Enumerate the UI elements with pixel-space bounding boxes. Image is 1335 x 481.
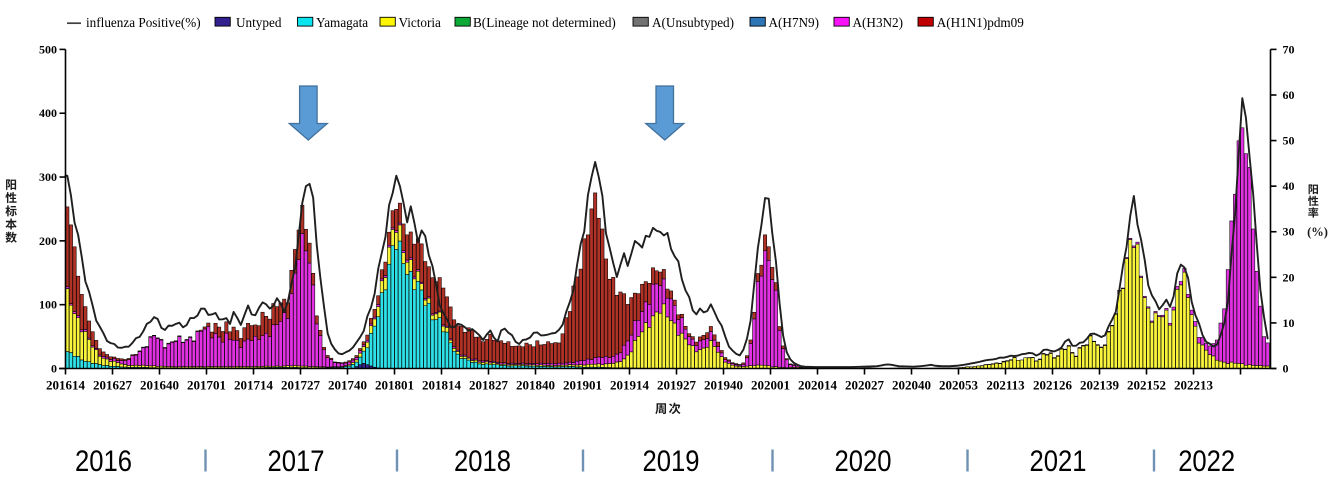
svg-text:B(Lineage not determined): B(Lineage not determined) bbox=[473, 15, 616, 30]
svg-text:2021: 2021 bbox=[1030, 445, 1087, 478]
svg-text:A(Unsubtyped): A(Unsubtyped) bbox=[652, 15, 734, 30]
svg-text:201701: 201701 bbox=[187, 378, 226, 393]
svg-text:202040: 202040 bbox=[892, 378, 931, 393]
svg-text:202014: 202014 bbox=[798, 378, 838, 393]
svg-text:201914: 201914 bbox=[610, 378, 650, 393]
svg-text:202053: 202053 bbox=[939, 378, 979, 393]
svg-text:2020: 2020 bbox=[835, 445, 892, 478]
svg-text:40: 40 bbox=[1283, 179, 1295, 193]
svg-text:202152: 202152 bbox=[1127, 378, 1166, 393]
svg-text:202027: 202027 bbox=[845, 378, 885, 393]
svg-text:400: 400 bbox=[39, 106, 57, 120]
svg-text:202213: 202213 bbox=[1174, 378, 1214, 393]
svg-text:201627: 201627 bbox=[93, 378, 133, 393]
svg-text:0: 0 bbox=[51, 362, 57, 376]
svg-text:201927: 201927 bbox=[657, 378, 697, 393]
svg-text:201901: 201901 bbox=[563, 378, 602, 393]
svg-text:Untyped: Untyped bbox=[236, 15, 282, 30]
svg-text:30: 30 bbox=[1283, 225, 1295, 239]
svg-text:50: 50 bbox=[1283, 134, 1295, 148]
svg-text:2022: 2022 bbox=[1178, 445, 1235, 478]
svg-text:201940: 201940 bbox=[704, 378, 743, 393]
svg-text:A(H3N2): A(H3N2) bbox=[853, 15, 904, 30]
svg-text:100: 100 bbox=[39, 298, 57, 312]
svg-text:201827: 201827 bbox=[469, 378, 509, 393]
svg-text:A(H1N1)pdm09: A(H1N1)pdm09 bbox=[937, 15, 1025, 30]
svg-text:Yamagata: Yamagata bbox=[316, 15, 368, 30]
svg-text:A(H7N9): A(H7N9) bbox=[769, 15, 820, 30]
svg-text:2019: 2019 bbox=[643, 445, 700, 478]
svg-text:10: 10 bbox=[1283, 316, 1295, 330]
svg-text:202001: 202001 bbox=[751, 378, 790, 393]
svg-text:201727: 201727 bbox=[281, 378, 321, 393]
svg-text:2016: 2016 bbox=[75, 445, 132, 478]
svg-text:201714: 201714 bbox=[234, 378, 274, 393]
svg-text:20: 20 bbox=[1283, 270, 1295, 284]
svg-text:(%): (%) bbox=[1307, 225, 1328, 239]
svg-text:Victoria: Victoria bbox=[399, 15, 442, 30]
svg-text:70: 70 bbox=[1283, 42, 1295, 56]
svg-text:201801: 201801 bbox=[375, 378, 414, 393]
svg-text:200: 200 bbox=[39, 234, 57, 248]
svg-text:0: 0 bbox=[1283, 362, 1289, 376]
svg-text:201840: 201840 bbox=[516, 378, 555, 393]
svg-text:201740: 201740 bbox=[328, 378, 367, 393]
svg-text:2018: 2018 bbox=[454, 445, 511, 478]
svg-text:201814: 201814 bbox=[422, 378, 462, 393]
svg-text:202113: 202113 bbox=[986, 378, 1025, 393]
svg-text:202139: 202139 bbox=[1080, 378, 1120, 393]
svg-text:300: 300 bbox=[39, 170, 57, 184]
svg-text:influenza Positive(%): influenza Positive(%) bbox=[86, 15, 201, 30]
svg-text:201614: 201614 bbox=[46, 378, 86, 393]
svg-text:2017: 2017 bbox=[268, 445, 325, 478]
svg-text:201640: 201640 bbox=[140, 378, 179, 393]
svg-text:60: 60 bbox=[1283, 88, 1295, 102]
svg-text:500: 500 bbox=[39, 42, 57, 56]
svg-text:202126: 202126 bbox=[1033, 378, 1073, 393]
